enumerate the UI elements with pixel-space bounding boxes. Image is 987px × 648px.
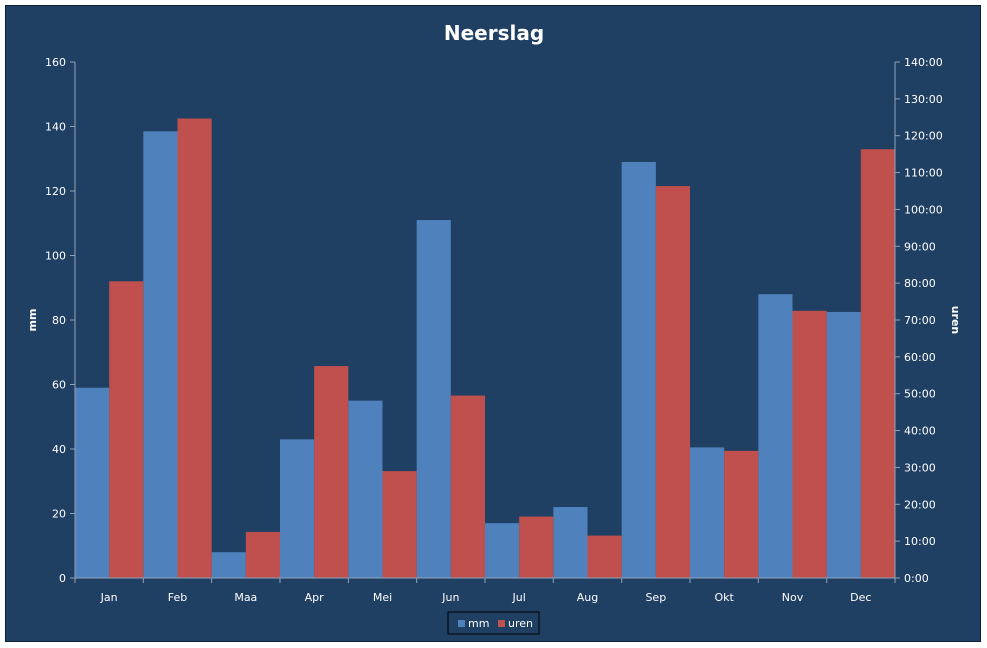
x-tick-label: Apr: [305, 591, 325, 604]
x-tick-label: Dec: [850, 591, 871, 604]
bar-uren-aug: [587, 535, 622, 578]
y-left-tick-label: 60: [52, 379, 66, 392]
y-right-tick-label: 130:00: [904, 93, 943, 106]
legend: mm uren: [447, 611, 540, 635]
bar-uren-apr: [314, 366, 349, 578]
legend-swatch-uren: [498, 620, 505, 627]
bar-mm-apr: [280, 439, 315, 578]
bar-mm-okt: [690, 447, 725, 578]
bar-mm-jun: [416, 220, 451, 578]
bar-uren-dec: [860, 149, 895, 579]
bar-uren-jul: [519, 516, 554, 578]
chart-frame: Neerslag 0 20 40 60 80 100 120 140 160 0:00 10:00 2…: [5, 5, 981, 642]
y-right-tick-label: 50:00: [904, 388, 936, 401]
y-left-tick-label: 0: [59, 572, 66, 585]
bar-mm-nov: [758, 294, 793, 578]
chart-title: Neerslag: [444, 21, 544, 45]
x-tick-label: Jan: [100, 591, 118, 604]
chart-svg: Neerslag 0 20 40 60 80 100 120 140 160 0:00 10:00 2…: [26, 21, 962, 635]
x-tick-label: Aug: [577, 591, 598, 604]
y-left-tick-label: 40: [52, 443, 66, 456]
bar-mm-jul: [485, 523, 520, 578]
x-tick-label: Maa: [234, 591, 257, 604]
y-right-tick-label: 110:00: [904, 167, 943, 180]
y-left-tick-label: 100: [45, 250, 66, 263]
legend-swatch-mm: [458, 620, 465, 627]
y-left-tick-label: 120: [45, 185, 66, 198]
bar-mm-sep: [621, 161, 656, 578]
y-right-tick-label: 10:00: [904, 535, 936, 548]
legend-label-mm: mm: [468, 617, 489, 630]
y-left-tick-label: 20: [52, 508, 66, 521]
bar-uren-jun: [450, 395, 485, 578]
bar-mm-dec: [826, 311, 861, 578]
bar-uren-feb: [177, 118, 212, 578]
y-right-tick-label: 0:00: [904, 572, 929, 585]
axes-group: 0 20 40 60 80 100 120 140 160 0:00 10:00 20:00 30:00…: [45, 56, 943, 604]
x-tick-label: Jul: [512, 591, 526, 604]
bars-group: [75, 118, 895, 579]
bar-uren-okt: [724, 450, 759, 578]
legend-label-uren: uren: [508, 617, 533, 630]
bar-mm-mei: [348, 400, 383, 579]
y-right-tick-label: 90:00: [904, 240, 936, 253]
y-right-tick-label: 100:00: [904, 203, 943, 216]
bar-mm-maa: [211, 552, 246, 578]
y-right-tick-label: 140:00: [904, 56, 943, 69]
x-tick-label: Jun: [441, 591, 459, 604]
y-right-tick-label: 20:00: [904, 498, 936, 511]
bar-mm-jan: [75, 387, 110, 578]
y-right-tick-label: 30:00: [904, 461, 936, 474]
y-left-tick-label: 140: [45, 121, 66, 134]
bar-uren-jan: [109, 281, 144, 578]
y-right-tick-label: 70:00: [904, 314, 936, 327]
y-right-tick-label: 40:00: [904, 425, 936, 438]
bar-uren-mei: [382, 471, 417, 578]
bar-mm-feb: [143, 131, 178, 578]
y-right-tick-label: 80:00: [904, 277, 936, 290]
y-left-axis-title: mm: [26, 309, 39, 332]
x-tick-label: Nov: [782, 591, 804, 604]
x-tick-label: Okt: [714, 591, 734, 604]
bar-uren-maa: [245, 531, 280, 578]
bar-uren-nov: [792, 310, 827, 578]
x-tick-label: Mei: [373, 591, 392, 604]
bar-uren-sep: [655, 186, 690, 578]
x-tick-label: Sep: [645, 591, 666, 604]
y-right-tick-label: 60:00: [904, 351, 936, 364]
y-left-tick-label: 160: [45, 56, 66, 69]
legend-box: [447, 611, 540, 635]
y-left-tick-label: 80: [52, 314, 66, 327]
y-right-axis-title: uren: [949, 306, 962, 335]
y-right-tick-label: 120:00: [904, 130, 943, 143]
x-tick-label: Feb: [168, 591, 187, 604]
bar-mm-aug: [553, 507, 588, 578]
